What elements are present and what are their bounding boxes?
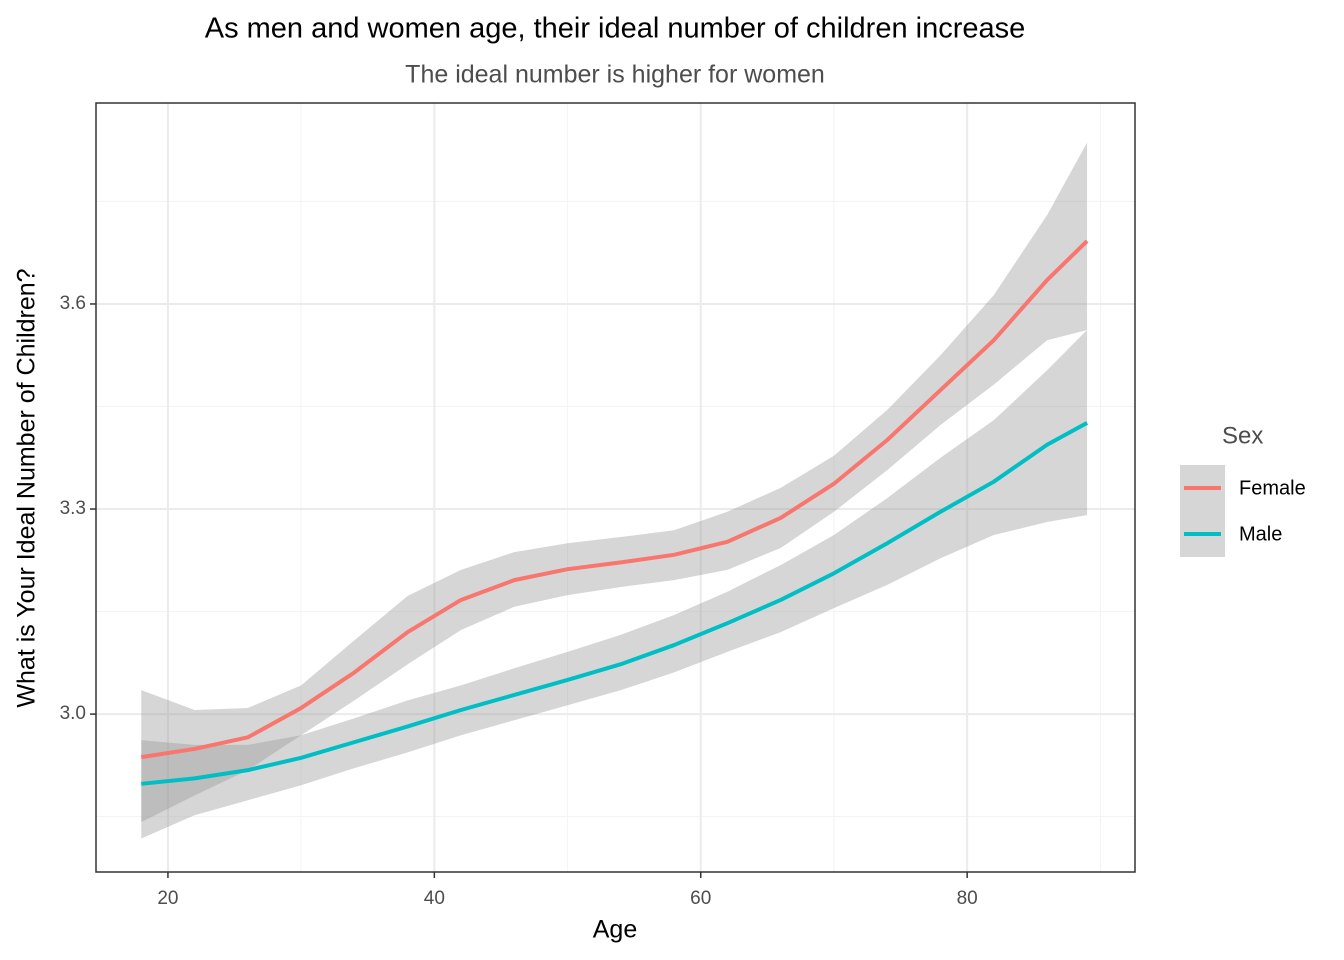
chart-subtitle: The ideal number is higher for women (405, 61, 825, 89)
y-tick-label: 3.0 (60, 703, 86, 724)
chart-title: As men and women age, their ideal number… (205, 13, 1026, 45)
x-axis-title: Age (593, 916, 637, 944)
legend-title: Sex (1222, 422, 1263, 449)
x-tick-label: 60 (690, 888, 711, 909)
confidence-band (141, 329, 1088, 839)
line (140, 239, 1089, 760)
x-tick-label: 40 (424, 888, 445, 909)
legend-label: Male (1239, 523, 1282, 545)
panel-border (95, 102, 1136, 873)
y-tick-label: 3.6 (60, 293, 86, 314)
x-tick-label: 20 (157, 888, 178, 909)
y-axis-title: What is Your Ideal Number of Children? (13, 268, 41, 707)
x-tick-label: 80 (957, 888, 978, 909)
line (141, 421, 1089, 786)
confidence-band (141, 142, 1088, 823)
legend-label: Female (1239, 477, 1306, 499)
y-tick-label: 3.3 (60, 498, 86, 519)
